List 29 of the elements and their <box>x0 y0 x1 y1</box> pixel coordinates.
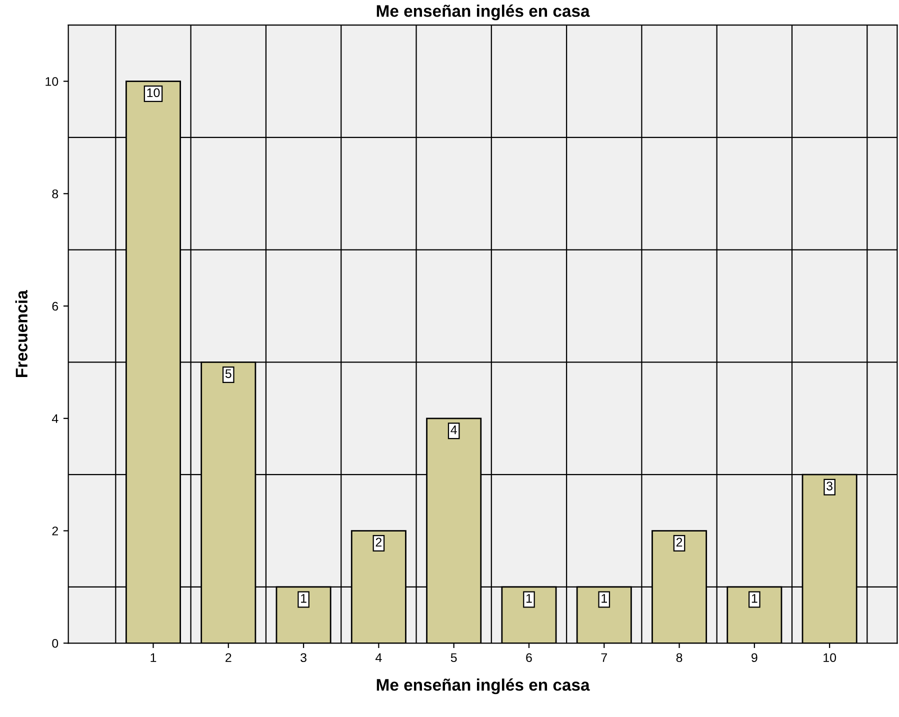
x-tick-label: 8 <box>676 653 682 662</box>
x-tick-label: 3 <box>300 653 306 662</box>
data-label: 4 <box>450 426 457 434</box>
x-tick-label: 2 <box>226 653 232 662</box>
x-tick-label: 6 <box>526 653 532 662</box>
x-tick-label: 1 <box>150 653 156 662</box>
y-tick-label: 6 <box>52 302 58 311</box>
x-tick-label: 4 <box>375 653 382 662</box>
data-label: 1 <box>752 594 758 603</box>
y-tick-label: 10 <box>46 77 58 86</box>
data-label: 1 <box>526 594 532 603</box>
data-label: 1 <box>301 594 306 603</box>
data-label: 1 <box>602 594 607 603</box>
x-tick-label: 5 <box>450 653 457 662</box>
chart-title: Me enseñan inglés en casa <box>376 4 590 20</box>
x-axis-title: Me enseñan inglés en casa <box>376 678 590 694</box>
x-tick-label: 10 <box>824 653 836 662</box>
y-tick-label: 2 <box>52 526 58 536</box>
data-label: 2 <box>376 538 382 547</box>
data-label: 2 <box>676 538 682 547</box>
y-axis-title: Frecuencia <box>15 290 28 378</box>
data-label: 10 <box>147 88 160 98</box>
y-tick-label: 4 <box>52 414 58 423</box>
y-tick-label: 8 <box>52 189 58 198</box>
x-tick-label: 7 <box>601 653 607 662</box>
data-label: 5 <box>225 369 232 378</box>
y-tick-label: 0 <box>52 638 58 648</box>
data-label: 3 <box>826 482 832 490</box>
x-tick-label: 9 <box>752 653 758 662</box>
